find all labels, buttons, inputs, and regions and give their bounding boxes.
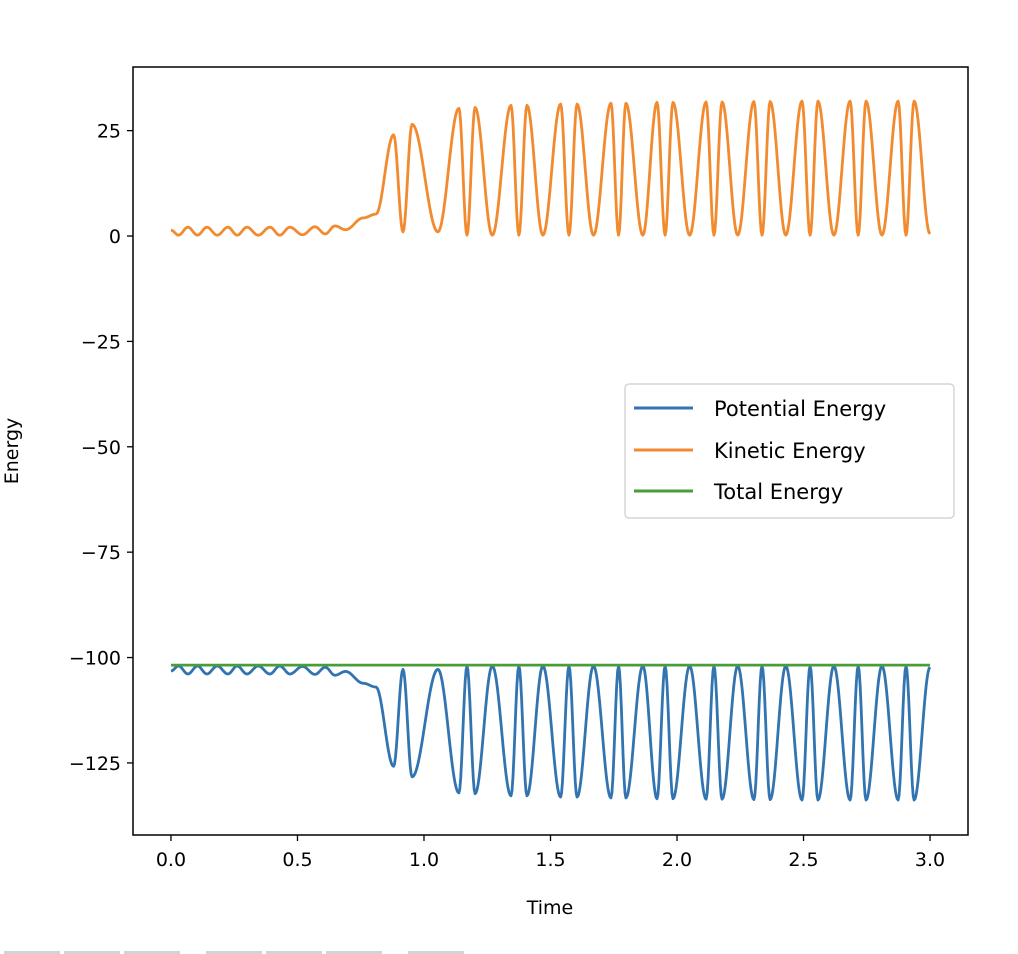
- y-tick-label: −50: [81, 437, 121, 459]
- x-axis-label: Time: [526, 897, 574, 919]
- potential-energy-line: [170, 664, 932, 802]
- legend-label-total: Total Energy: [713, 480, 843, 504]
- legend-box: [624, 383, 955, 519]
- x-tick-label: 3.0: [915, 849, 945, 871]
- legend-label-potential: Potential Energy: [714, 397, 886, 421]
- y-tick-label: 25: [97, 121, 121, 143]
- bottom-strip-segment: [124, 951, 180, 954]
- y-axis-label: Energy: [1, 418, 23, 485]
- x-tick-label: 0.5: [282, 849, 312, 871]
- y-tick-label: 0: [109, 226, 121, 248]
- y-tick-label: −125: [69, 753, 121, 775]
- x-axis-ticks: 0.0 0.5 1.0 1.5 2.0 2.5 3.0: [156, 835, 945, 871]
- bottom-strip-segment: [206, 951, 262, 954]
- bottom-strip-segment: [326, 951, 382, 954]
- series-lines: [170, 99, 932, 802]
- x-tick-label: 2.0: [662, 849, 692, 871]
- y-tick-label: −25: [81, 331, 121, 353]
- legend-label-kinetic: Kinetic Energy: [714, 439, 866, 463]
- y-tick-label: −100: [69, 648, 121, 670]
- bottom-strip-segment: [408, 951, 464, 954]
- legend: Potential Energy Kinetic Energy Total En…: [624, 383, 955, 519]
- kinetic-energy-line: [170, 99, 932, 237]
- bottom-strip-segment: [266, 951, 322, 954]
- y-tick-label: −75: [81, 542, 121, 564]
- x-tick-label: 1.5: [535, 849, 565, 871]
- x-tick-label: 0.0: [156, 849, 186, 871]
- y-axis-ticks: 25 0 −25 −50 −75 −100 −125: [69, 121, 133, 775]
- bottom-strip-segment: [64, 951, 120, 954]
- x-tick-label: 2.5: [788, 849, 818, 871]
- bottom-strip-segment: [4, 951, 60, 954]
- x-tick-label: 1.0: [409, 849, 439, 871]
